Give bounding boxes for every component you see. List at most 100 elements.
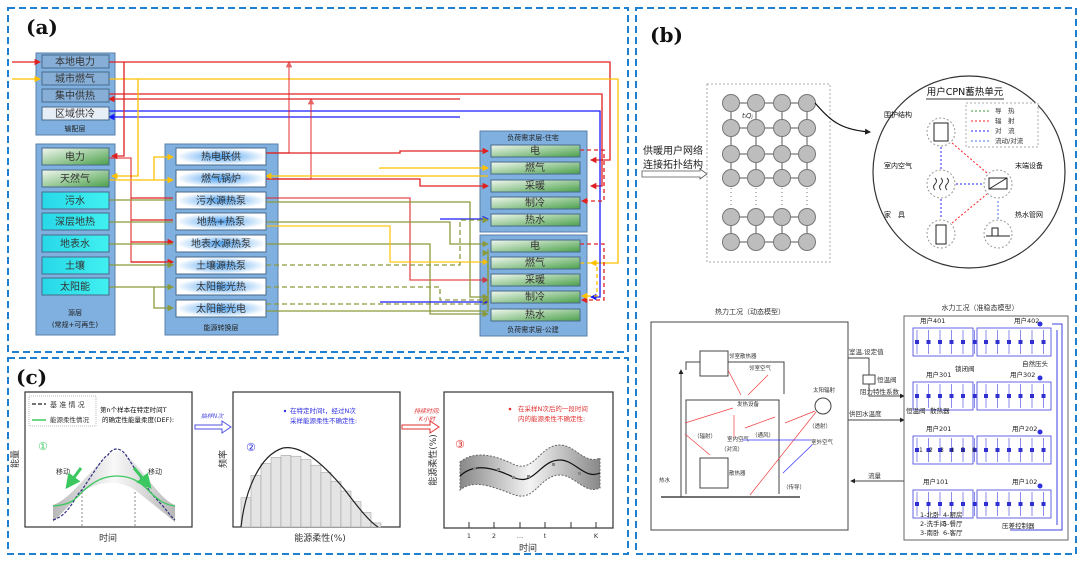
radiator-icon xyxy=(995,502,1000,506)
radiator-icon xyxy=(915,502,919,506)
conv-soil-hp: 土壤源热泵 xyxy=(196,259,246,272)
user-node xyxy=(722,169,740,187)
radiator-icon xyxy=(995,448,1000,452)
histogram-bar xyxy=(350,501,362,528)
room-legend-2: 2-洗手间 xyxy=(920,519,946,528)
furniture-node xyxy=(926,219,956,249)
panel-a-border xyxy=(7,7,629,353)
source-subtitle: (常规+可再生) xyxy=(52,320,99,329)
legend-baseline: 基 准 情 况 xyxy=(50,400,85,409)
tick-label: t xyxy=(544,532,547,540)
src-electric: 电力 xyxy=(65,150,85,163)
pub-cooling: 制冷 xyxy=(525,290,545,303)
radiator-icon xyxy=(1041,502,1046,506)
radiator-icon xyxy=(1041,448,1046,452)
thermal-radiation-arrows xyxy=(684,369,817,496)
label-hot-water-network: 热水管网 xyxy=(1015,210,1043,219)
step2-histogram xyxy=(240,455,382,528)
envelope-node xyxy=(926,117,956,147)
label-solar-radiation: 太阳辐射 xyxy=(813,386,836,394)
apartment-loop xyxy=(976,435,1052,465)
radiator-icon xyxy=(1007,340,1011,344)
label-indoor-air: 室内空气 xyxy=(884,161,912,170)
histogram-bar xyxy=(300,459,312,528)
mean-flex-line xyxy=(459,459,601,481)
user-node xyxy=(798,94,816,112)
thermal-building xyxy=(661,350,832,498)
step3-ylabel: 能源柔性(%) xyxy=(427,434,439,486)
apartment-loop xyxy=(976,489,1052,519)
flexibility-curve xyxy=(52,475,176,507)
label-radiator: 散热器 xyxy=(729,469,746,477)
radiator-icon xyxy=(1018,340,1023,344)
radiator-icon xyxy=(1030,394,1034,398)
label-natural-head: 自然压头 xyxy=(1022,359,1049,368)
radiator-icon xyxy=(1030,340,1034,344)
room-number: 2 xyxy=(929,447,933,454)
radiator-icon xyxy=(972,448,977,452)
label-flow: 流量 xyxy=(868,471,882,480)
radiator-icon xyxy=(1041,340,1046,344)
label-indoor-air: 室内空气 xyxy=(727,435,750,443)
source-items: 电力 天然气 污水 深层地热 地表水 土壤 太阳能 源层 (常规+可再生) xyxy=(41,147,110,329)
step1-note-1: 第n个样本在特定时间T xyxy=(100,405,167,414)
label-neighbor-radiator: 邻室散热器 xyxy=(729,352,757,360)
move-right-arrow-icon xyxy=(132,467,152,489)
label-radiation: （辐射） xyxy=(694,432,716,440)
conversion-items: 热电联供 燃气锅炉 污水源热泵 地热+热泵 地表水源热泵 土壤源热泵 太阳能光热… xyxy=(175,147,267,332)
legend-convection: 对 流 xyxy=(995,126,1015,135)
pub-heating: 采暖 xyxy=(525,273,545,286)
load-public-title: 负荷需求层-公建 xyxy=(507,325,559,334)
src-surface-water: 地表水 xyxy=(60,237,90,250)
duration-label: 持续时间: xyxy=(414,407,440,415)
radiator-icon xyxy=(949,340,954,344)
histogram-bar xyxy=(360,512,372,528)
main-pipe xyxy=(1010,323,1063,531)
move-left-arrow-icon xyxy=(65,467,83,490)
radiator-icon xyxy=(915,340,919,344)
room-legend-5: 5-餐厅 xyxy=(943,519,963,528)
label-terminal-device: 末端设备 xyxy=(1015,161,1043,170)
room-numbers: 1 2 3 4 5 6 xyxy=(919,447,976,454)
user-202: 用户202 xyxy=(1012,424,1037,433)
room-number: 3 xyxy=(940,447,944,454)
tick-label: … xyxy=(517,532,524,540)
radiator-icon xyxy=(926,448,931,452)
label-hot-water: 热水 xyxy=(659,476,671,484)
bullet xyxy=(508,407,512,411)
radiator-icon xyxy=(972,502,977,506)
histogram-bar xyxy=(290,455,302,528)
load-residential-title: 负荷需求层-住宅 xyxy=(507,133,559,142)
radiator-icon xyxy=(949,448,954,452)
legend-flow-convection: 流动/对流 xyxy=(995,136,1024,145)
step1-note-2: 的确定性能量柔度(DEF): xyxy=(102,415,174,424)
thermal-labels: 邻室散热器 邻室空气 发热设备 太阳辐射 （透射） （辐射） 室内空气 （通风）… xyxy=(659,352,836,491)
cpn-title: 用户CPN蓄热单元 xyxy=(927,86,1004,98)
user-301: 用户301 xyxy=(926,370,951,379)
step3-xlabel: 时间 xyxy=(519,542,537,554)
label-supply-return-temp: 供回水温度 xyxy=(849,409,882,418)
cpn-node-labels: 围护结构 室内空气 末端设备 家 具 热水管网 xyxy=(884,110,1043,219)
panel-c-label: (c) xyxy=(16,365,47,389)
radiator-icon xyxy=(961,340,965,344)
room-legend-6: 6-客厅 xyxy=(943,528,963,537)
item-city-gas: 城市燃气 xyxy=(55,72,95,85)
thermal-title: 热力工况（动态模型） xyxy=(715,307,785,316)
tick-label: 2 xyxy=(492,532,496,540)
source-title: 源层 xyxy=(68,308,82,317)
res-electric: 电 xyxy=(530,144,540,157)
radiator-icon xyxy=(949,394,954,398)
radiator-icon xyxy=(972,340,977,344)
histogram-bar xyxy=(310,464,322,528)
conv-solar-pv: 太阳能光电 xyxy=(196,302,246,315)
label-neighbor-air: 邻室空气 xyxy=(749,364,772,372)
user-402: 用户402 xyxy=(1014,316,1039,325)
step1-legend xyxy=(28,395,97,427)
room-number: 6 xyxy=(972,447,976,454)
radiator-icon xyxy=(915,394,919,398)
room-legend-3: 3-南卧 xyxy=(920,528,940,537)
user-102: 用户102 xyxy=(1012,477,1037,486)
user-node xyxy=(722,94,740,112)
panel-b-label: (b) xyxy=(650,23,683,47)
